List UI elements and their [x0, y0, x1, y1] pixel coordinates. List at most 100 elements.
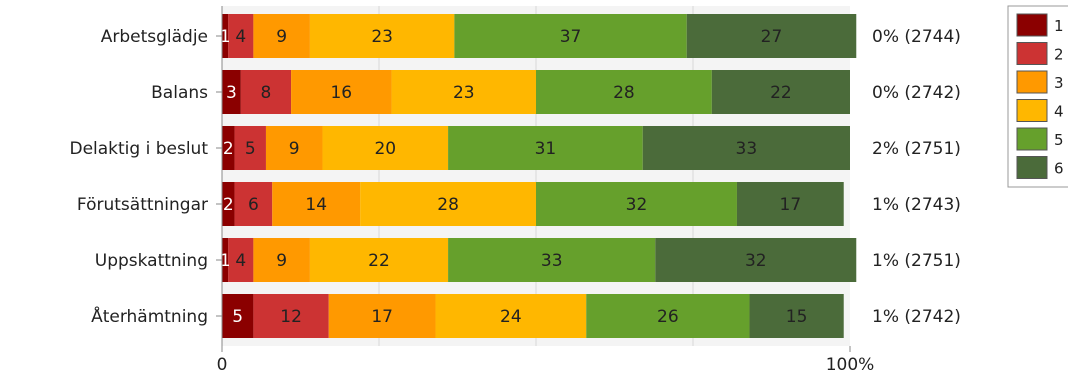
- data-label: 32: [745, 251, 767, 271]
- legend-swatch: [1016, 156, 1048, 179]
- data-label: 15: [786, 307, 808, 327]
- bar-segment: [536, 70, 712, 114]
- bar-segment: [253, 14, 310, 58]
- bar-segment: [253, 294, 329, 338]
- bar-segment: [642, 126, 850, 170]
- data-label: 9: [289, 139, 300, 159]
- bar-segment: [228, 238, 254, 282]
- data-label: 28: [613, 83, 635, 103]
- x-tick-label: 0: [217, 355, 228, 370]
- row-annotation: 2% (2751): [872, 139, 961, 159]
- data-label: 23: [453, 83, 475, 103]
- row-annotation: 1% (2743): [872, 195, 961, 215]
- data-label: 14: [305, 195, 327, 215]
- bar-segment: [711, 70, 850, 114]
- bar-segment: [749, 294, 844, 338]
- data-label: 27: [761, 27, 783, 47]
- bar-segment: [328, 294, 436, 338]
- row-annotation: 1% (2751): [872, 251, 961, 271]
- category-label: Förutsättningar: [77, 195, 208, 215]
- bar-segment: [309, 14, 455, 58]
- bar-segment: [454, 14, 687, 58]
- data-label: 1: [220, 27, 231, 47]
- data-label: 28: [437, 195, 459, 215]
- bar-segment: [309, 238, 449, 282]
- data-label: 31: [535, 139, 557, 159]
- data-label: 12: [280, 307, 302, 327]
- data-label: 5: [245, 139, 256, 159]
- legend-label: 4: [1054, 103, 1064, 121]
- legend-label: 1: [1054, 17, 1064, 35]
- bar-segment: [686, 14, 857, 58]
- category-label: Återhämtning: [91, 305, 208, 327]
- category-label: Balans: [151, 83, 208, 103]
- bar-segment: [272, 182, 361, 226]
- bar-segment: [222, 182, 235, 226]
- bar-segment: [222, 294, 254, 338]
- bar-segment: [536, 182, 737, 226]
- bar-segment: [322, 126, 449, 170]
- row-annotation: 0% (2742): [872, 83, 961, 103]
- bar-segment: [435, 294, 587, 338]
- data-label: 1: [220, 251, 231, 271]
- data-label: 33: [541, 251, 563, 271]
- bar-segment: [655, 238, 857, 282]
- data-label: 16: [330, 83, 352, 103]
- bar-segment: [448, 238, 656, 282]
- bar-segment: [291, 70, 392, 114]
- data-label: 17: [780, 195, 802, 215]
- data-label: 26: [657, 307, 679, 327]
- data-label: 22: [368, 251, 390, 271]
- category-label: Delaktig i beslut: [69, 139, 208, 159]
- legend-label: 3: [1054, 74, 1064, 92]
- data-label: 33: [736, 139, 758, 159]
- bar-segment: [448, 126, 643, 170]
- bar-segment: [234, 182, 273, 226]
- bar-segment: [222, 70, 241, 114]
- legend-label: 5: [1054, 131, 1064, 149]
- row-annotation: 0% (2744): [872, 27, 961, 47]
- legend-label: 6: [1054, 160, 1064, 178]
- data-label: 8: [261, 83, 272, 103]
- category-label: Arbetsglädje: [101, 27, 208, 47]
- x-tick-label: 100%: [826, 355, 875, 370]
- data-label: 23: [371, 27, 393, 47]
- legend-swatch: [1016, 42, 1048, 65]
- data-label: 20: [374, 139, 396, 159]
- data-label: 2: [223, 139, 234, 159]
- data-label: 4: [235, 27, 246, 47]
- data-label: 3: [226, 83, 237, 103]
- bar-segment: [228, 14, 254, 58]
- data-label: 32: [626, 195, 648, 215]
- legend-label: 2: [1054, 46, 1064, 64]
- bar-segment: [360, 182, 536, 226]
- data-label: 9: [276, 251, 287, 271]
- row-annotation: 1% (2742): [872, 307, 961, 327]
- bar-segment: [391, 70, 536, 114]
- data-label: 9: [276, 27, 287, 47]
- bar-segment: [265, 126, 323, 170]
- legend-swatch: [1016, 13, 1048, 37]
- bar-segment: [240, 70, 292, 114]
- legend-swatch: [1016, 127, 1048, 151]
- bar-segment: [222, 238, 229, 282]
- data-label: 17: [371, 307, 393, 327]
- data-label: 5: [232, 307, 243, 327]
- bar-segment: [736, 182, 844, 226]
- data-label: 22: [770, 83, 792, 103]
- data-label: 2: [223, 195, 234, 215]
- category-label: Uppskattning: [95, 251, 208, 271]
- bar-segment: [586, 294, 750, 338]
- bar-segment: [222, 14, 229, 58]
- bar-segment: [253, 238, 310, 282]
- bar-segment: [234, 126, 266, 170]
- data-label: 6: [248, 195, 259, 215]
- data-label: 37: [560, 27, 582, 47]
- data-label: 4: [235, 251, 246, 271]
- data-label: 24: [500, 307, 522, 327]
- legend-swatch: [1016, 99, 1048, 122]
- legend-swatch: [1016, 70, 1048, 94]
- bar-segment: [222, 126, 235, 170]
